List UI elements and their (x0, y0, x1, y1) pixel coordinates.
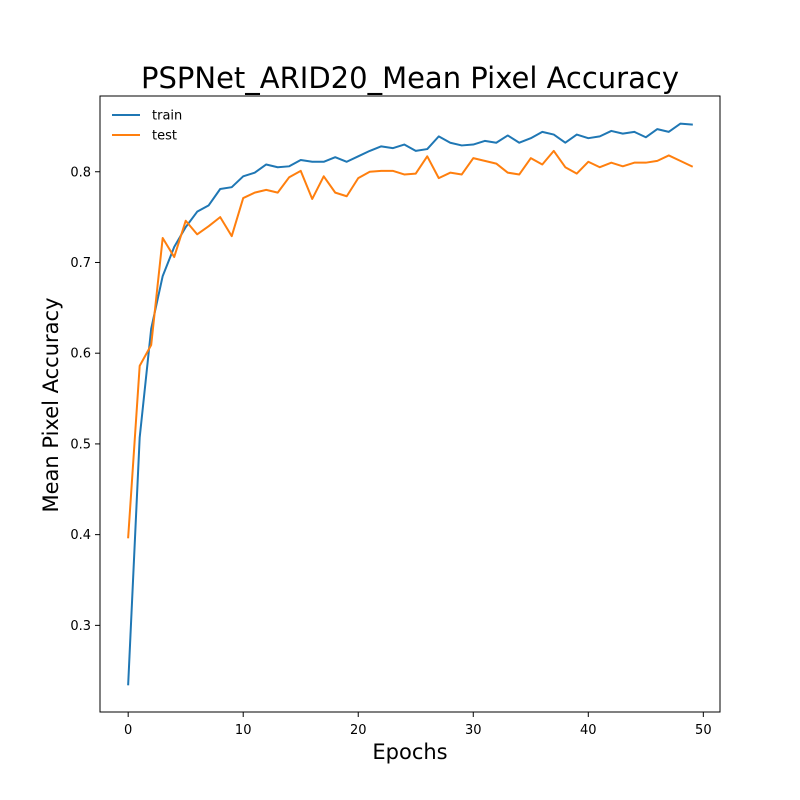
x-tick-label: 0 (124, 723, 132, 738)
x-tick-label: 20 (350, 723, 367, 738)
y-tick-label: 0.8 (70, 165, 91, 180)
x-tick-label: 30 (465, 723, 482, 738)
y-tick-label: 0.6 (70, 347, 91, 362)
x-tick-label: 40 (580, 723, 597, 738)
x-axis-label: Epochs (372, 740, 447, 764)
y-axis-label: Mean Pixel Accuracy (39, 297, 63, 512)
y-tick-label: 0.5 (70, 437, 91, 452)
x-tick-label: 50 (695, 723, 712, 738)
axes-frame (99, 95, 721, 713)
legend-label-train: train (152, 109, 182, 124)
chart-title: PSPNet_ARID20_Mean Pixel Accuracy (141, 61, 679, 95)
legend-label-test: test (152, 129, 177, 144)
y-tick-label: 0.4 (70, 528, 91, 543)
x-tick-label: 10 (235, 723, 252, 738)
y-tick-label: 0.7 (70, 256, 91, 271)
y-tick-label: 0.3 (70, 619, 91, 634)
series-line-test (127, 149, 694, 539)
series-line-train (127, 122, 693, 686)
legend: train test (112, 109, 182, 144)
plot-area: 0 10 20 30 40 50 0.3 0.4 0.5 0.6 0.7 0.8 (70, 95, 721, 738)
